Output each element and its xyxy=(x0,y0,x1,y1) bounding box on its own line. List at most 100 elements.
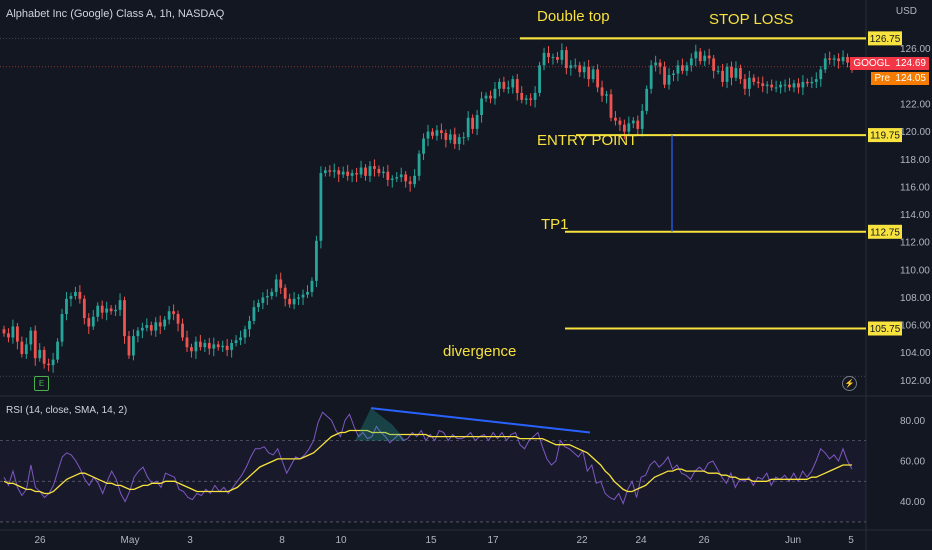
time-tick-label: 8 xyxy=(279,535,285,546)
candle xyxy=(118,293,122,317)
candle xyxy=(582,61,586,79)
price-tick-label: 118.00 xyxy=(900,155,930,166)
candle xyxy=(823,53,827,73)
candle xyxy=(265,289,269,306)
candle xyxy=(564,46,568,75)
candle xyxy=(140,322,144,339)
candle xyxy=(319,166,323,249)
level-price-tag xyxy=(868,128,902,143)
candle xyxy=(640,104,644,137)
candle xyxy=(774,80,778,93)
lightning-icon[interactable]: ⚡ xyxy=(842,376,857,391)
price-axis[interactable]: 102.00 104.00 106.00 108.00 110.00 112.00 114.… xyxy=(900,44,931,387)
candle xyxy=(163,316,167,330)
last-price-tag: 124.69 xyxy=(892,57,929,70)
candle xyxy=(672,70,675,82)
candle xyxy=(261,292,265,310)
candle xyxy=(288,293,292,308)
candle xyxy=(667,68,671,90)
level-price-tag xyxy=(868,321,902,336)
annotation-divergence[interactable]: divergence xyxy=(443,343,517,360)
earnings-e-icon[interactable]: E xyxy=(34,376,49,391)
candle xyxy=(765,81,769,94)
divergence-line xyxy=(370,407,591,434)
candle xyxy=(801,75,805,96)
candle xyxy=(221,340,225,353)
candle xyxy=(511,75,515,94)
candle xyxy=(725,63,729,89)
price-tick-label: 108.00 xyxy=(900,293,931,304)
candle xyxy=(462,132,466,145)
candle xyxy=(471,114,475,134)
candle xyxy=(591,65,595,83)
time-tick-label: 5 xyxy=(848,535,854,546)
candle xyxy=(328,165,332,177)
candle xyxy=(435,125,439,141)
candle xyxy=(51,352,55,373)
candle xyxy=(721,64,724,87)
candle xyxy=(399,167,403,183)
candle xyxy=(154,317,158,337)
annotation-double-top[interactable]: Double top xyxy=(537,8,610,25)
annotation-stop-loss[interactable]: STOP LOSS xyxy=(709,11,794,28)
rsi-line xyxy=(3,411,853,506)
candle xyxy=(533,86,537,108)
candle xyxy=(136,327,140,343)
candle xyxy=(203,339,207,353)
candle xyxy=(323,166,327,177)
candle xyxy=(216,340,220,351)
annotation-entry-point[interactable]: ENTRY POINT xyxy=(537,132,638,149)
candle xyxy=(493,82,497,105)
candle xyxy=(819,65,823,87)
price-tick-label: 122.00 xyxy=(900,99,931,110)
candle xyxy=(91,310,95,330)
candle xyxy=(315,235,318,288)
chart-title: Alphabet Inc (Google) Class A, 1h, NASDA… xyxy=(6,8,225,20)
candle xyxy=(466,111,470,141)
level-price-label: 105.75 xyxy=(870,324,901,335)
rsi-tick-label: 80.00 xyxy=(900,416,925,427)
candle xyxy=(234,335,238,347)
candle xyxy=(368,161,372,183)
candle xyxy=(301,289,305,306)
candle xyxy=(502,76,506,93)
candle xyxy=(332,163,336,178)
candle xyxy=(631,117,635,129)
candle xyxy=(341,166,345,178)
rsi-tick-label: 60.00 xyxy=(900,456,925,467)
rsi-tick-label: 40.00 xyxy=(900,497,925,508)
annotation-tp1[interactable]: TP1 xyxy=(541,216,569,233)
candle xyxy=(426,124,430,147)
candle xyxy=(270,288,274,300)
candle xyxy=(832,54,836,66)
candle xyxy=(413,169,417,188)
price-tick-label: 112.00 xyxy=(900,238,930,249)
candle xyxy=(636,115,640,136)
candle xyxy=(578,61,582,78)
candle xyxy=(756,76,760,89)
level-lines[interactable]: 126.75 119.75 112.75 105.75 xyxy=(0,31,902,377)
rsi-indicator-title[interactable]: RSI (14, close, SMA, 14, 2) xyxy=(6,405,128,416)
candle xyxy=(654,55,658,72)
price-tick-label: 110.00 xyxy=(900,265,930,276)
candle xyxy=(547,46,550,64)
price-tick-label: 102.00 xyxy=(900,376,931,387)
candle xyxy=(569,60,573,76)
time-axis[interactable]: 26 May 3 8 10 15 17 22 24 26 Jun 5 xyxy=(34,535,854,546)
candle xyxy=(792,79,796,93)
candle xyxy=(600,80,604,102)
candle xyxy=(190,343,193,358)
candle xyxy=(310,277,314,297)
candle xyxy=(292,292,296,310)
candle xyxy=(448,129,452,144)
level-price-label: 112.75 xyxy=(870,227,900,238)
time-tick-label: 10 xyxy=(335,535,347,546)
time-tick-label: Jun xyxy=(785,535,801,546)
time-tick-label: 26 xyxy=(698,535,710,546)
candle xyxy=(810,76,814,89)
candle xyxy=(7,328,10,343)
candle xyxy=(515,74,519,101)
time-tick-label: 24 xyxy=(635,535,647,546)
